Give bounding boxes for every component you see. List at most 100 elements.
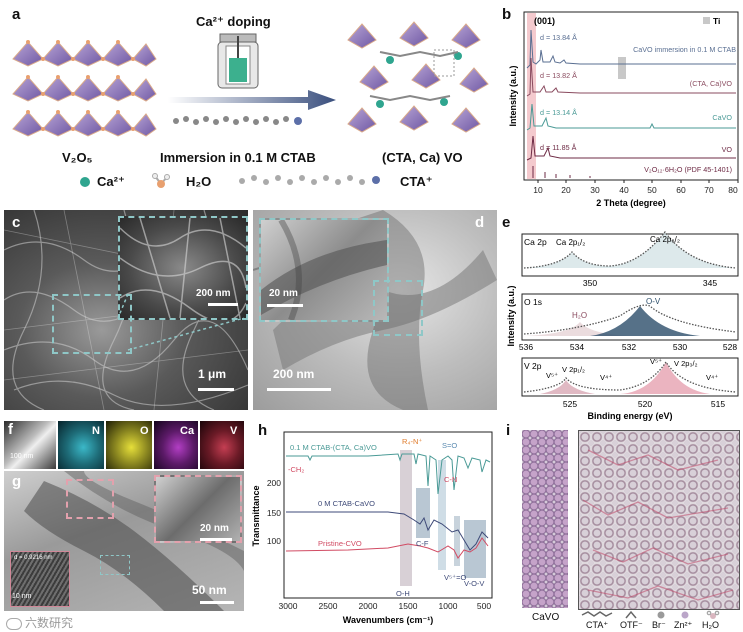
ftir-ann-r4n: R₄-N⁺ — [402, 437, 422, 446]
xrd-xtick-60: 60 — [676, 185, 686, 195]
md-label-water: H₂O — [702, 620, 719, 630]
xrd-xtick-50: 50 — [647, 185, 657, 195]
ftir-ann-vov: V-O-V — [464, 579, 484, 588]
sem-inset-scalebar — [208, 303, 238, 306]
xps-v-peak-v4-b: V⁴⁺ — [706, 373, 718, 382]
hrtem-main-scale-label: 50 nm — [192, 583, 227, 597]
xps-v-peak-v5-a: V⁵⁺ — [546, 371, 558, 380]
watermark-logo-icon — [6, 617, 22, 630]
legend-ca: Ca²⁺ — [97, 174, 125, 189]
xps-ca-frame — [521, 233, 739, 277]
fft-d-spacing-label: d = 0.9216 nm — [14, 555, 53, 561]
ftir-xtick-2000: 2000 — [359, 601, 378, 611]
xrd-d-vo: d = 11.85 Å — [540, 143, 577, 152]
xrd-label-pdf: V₂O₁₂·6H₂O (PDF 45-1401) — [644, 165, 732, 174]
water-molecule-icon — [152, 173, 170, 188]
eds-label-ca: Ca — [180, 425, 195, 437]
doping-vessel-icon — [217, 33, 259, 89]
xrd-legend-ti-swatch — [703, 17, 710, 24]
ftir-xtick-3000: 3000 — [279, 601, 298, 611]
xps-v-fit-1 — [540, 380, 595, 394]
xps-ca-fit — [524, 232, 736, 268]
tem-roi — [373, 280, 423, 336]
md-zn-icon — [681, 611, 689, 619]
eds-label-n: N — [92, 425, 100, 437]
xps-o-trace — [523, 304, 737, 335]
ftir-ann-ch2: -CH₂ — [288, 465, 304, 474]
panel-letter-h: h — [258, 422, 268, 439]
watermark-text: 六数研究 — [25, 616, 74, 630]
xrd-series-cta-ca-vo — [526, 57, 736, 97]
tem-main-scalebar — [267, 388, 331, 391]
md-label-otf: OTF⁻ — [620, 620, 643, 630]
panel-d: d 20 nm 200 nm — [253, 210, 497, 410]
md-water-icon — [706, 610, 720, 619]
xrd-xtick-10: 10 — [533, 185, 543, 195]
xrd-series-cavo-immersion — [526, 29, 736, 69]
ftir-ann-cf: C-F — [416, 539, 429, 548]
xps-o-title: O 1s — [524, 297, 542, 307]
xrd-peak-001: (001) — [534, 16, 555, 26]
sem-inset-scale-label: 200 nm — [196, 288, 231, 299]
xps-v-xtick-520: 520 — [638, 399, 652, 409]
ftir-xtick-1000: 1000 — [439, 601, 458, 611]
xps-ca-peak-1: Ca 2p₁/₂ — [556, 238, 585, 247]
xrd-d-cta-ca-vo: d = 13.82 Å — [540, 71, 577, 80]
sem-roi-link — [117, 293, 245, 351]
fft-scale-label: 10 nm — [12, 593, 32, 600]
hrtem-inset-scalebar — [200, 538, 232, 541]
md-chains — [582, 449, 734, 601]
xrd-d-cavo: d = 13.14 Å — [540, 108, 577, 117]
xrd-label-cta-ca-vo: (CTA, Ca)VO — [690, 79, 733, 88]
panel-e: e Ca 2p Ca 2p₁/₂ Ca 2p₃/₂ 350 345 O 1s H… — [500, 212, 743, 422]
xrd-xtick-40: 40 — [619, 185, 629, 195]
ftir-label-cta-ca-vo: 0.1 M CTAB-(CTA, Ca)VO — [290, 443, 377, 452]
xps-v-trace — [523, 360, 737, 393]
xps-ca-xtick-345: 345 — [703, 278, 717, 288]
ftir-xtick-2500: 2500 — [319, 601, 338, 611]
md-label-zn: Zn²⁺ — [674, 620, 693, 630]
xps-v-peak-v2p12: V 2p₁/₂ — [562, 365, 585, 374]
ftir-ylabel: Transmittance — [251, 485, 261, 546]
ftir-label-pristine: Pristine-CVO — [318, 539, 362, 548]
xps-xlabel: Binding energy (eV) — [587, 411, 672, 421]
xrd-highlight-ti — [618, 57, 626, 79]
eds-map-o — [106, 421, 152, 469]
xrd-ylabel: Intensity (a.u.) — [508, 65, 518, 126]
ca-atom-icon — [80, 177, 90, 187]
ftir-chart: 200 150 100 Transmittance 3000 2500 2000… — [251, 431, 493, 625]
eds-haadf — [4, 421, 56, 469]
panel-letter-f: f — [8, 421, 13, 438]
xps-o-peak-h2o: H₂O — [572, 311, 587, 320]
xps-v-xtick-515: 515 — [711, 399, 725, 409]
ftir-band-v5o — [454, 516, 460, 566]
xps-ca-xtick-350: 350 — [583, 278, 597, 288]
panel-c: c 200 nm 1 μm — [4, 210, 248, 410]
ftir-label-cavo: 0 M CTAB-CaVO — [318, 499, 375, 508]
xps-v-peak-v5-b: V⁵⁺ — [650, 357, 662, 366]
ftir-xtick-500: 500 — [477, 601, 491, 611]
xps-o-xtick-534: 534 — [570, 342, 584, 352]
watermark: 六数研究 — [6, 614, 73, 631]
ftir-ytick-200: 200 — [267, 478, 281, 488]
right-caption: (CTA, Ca) VO — [382, 150, 463, 165]
xrd-xtick-20: 20 — [561, 185, 571, 195]
ftir-ann-cn: C-N — [444, 475, 457, 484]
xrd-chart: 10 20 30 40 50 60 70 80 2 Theta (degree)… — [508, 11, 739, 208]
md-label-cta: CTA⁺ — [586, 620, 609, 630]
ftir-band-oh — [400, 450, 412, 586]
panel-g: g 20 nm 50 nm d = 0.9216 nm 10 nm — [4, 471, 244, 611]
process-arrow — [168, 90, 336, 110]
ftir-ytick-150: 150 — [267, 508, 281, 518]
xrd-xtick-80: 80 — [728, 185, 738, 195]
panel-letter-d: d — [475, 214, 485, 231]
xrd-frame — [523, 11, 739, 181]
panel-letter-e: e — [502, 214, 511, 231]
panel-letter-i: i — [506, 422, 511, 439]
md-cavo-slab — [522, 430, 568, 608]
xps-v-peak-v2p32: V 2p₃/₂ — [674, 359, 698, 368]
eds-label-o: O — [140, 425, 149, 437]
xps-ca-peak-2: Ca 2p₃/₂ — [650, 235, 680, 244]
hrtem-roi-top — [66, 479, 114, 519]
left-caption: V₂O₅ — [62, 150, 93, 165]
